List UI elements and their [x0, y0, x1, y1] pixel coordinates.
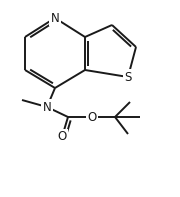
- Text: N: N: [51, 11, 59, 24]
- Text: S: S: [124, 71, 132, 84]
- Text: N: N: [43, 100, 51, 113]
- Text: O: O: [87, 111, 97, 124]
- Text: O: O: [57, 130, 67, 143]
